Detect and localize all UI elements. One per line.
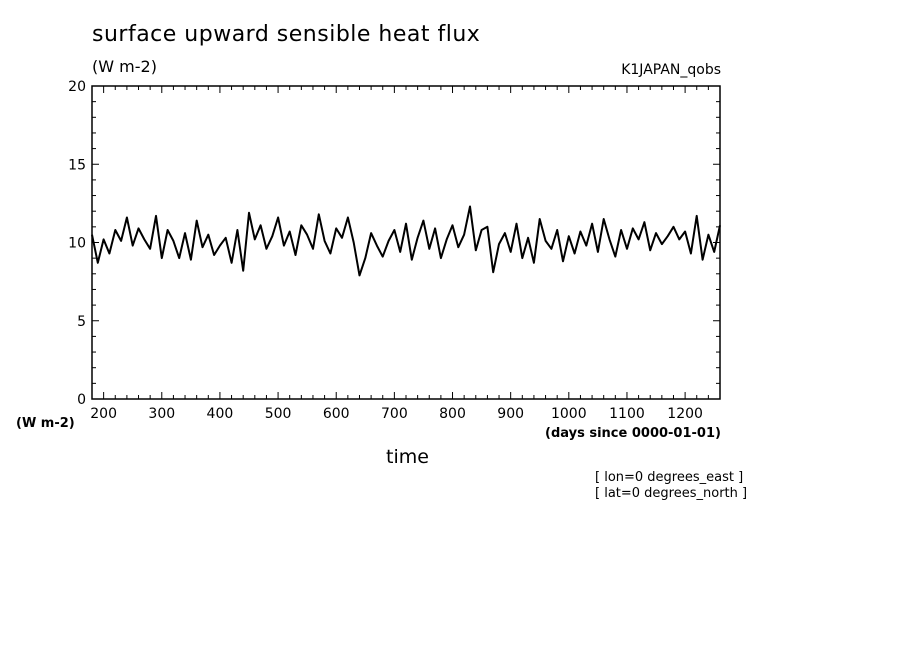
y-tick-label: 20 xyxy=(68,79,86,95)
x-tick-label: 600 xyxy=(323,406,350,422)
chart-title: surface upward sensible heat flux xyxy=(92,22,481,47)
y-axis-units: (W m-2) xyxy=(16,416,75,431)
x-tick-label: 400 xyxy=(207,406,234,422)
tick-labels: 0 5 10 15 20 200 300 400 500 600 700 800 900 1000 1100… xyxy=(68,79,703,422)
y-tick-label: 10 xyxy=(68,236,86,252)
y-tick-label: 15 xyxy=(68,157,86,173)
dataset-name: K1JAPAN_qobs xyxy=(621,62,721,78)
x-tick-label: 200 xyxy=(90,406,117,422)
y-tick-label: 0 xyxy=(77,392,86,408)
x-tick-label: 800 xyxy=(439,406,466,422)
x-axis-title: time xyxy=(386,446,429,468)
x-axis-units: (days since 0000-01-01) xyxy=(545,426,721,441)
axis-ticks xyxy=(91,85,721,400)
y-tick-label: 5 xyxy=(77,314,86,330)
title-units: (W m-2) xyxy=(92,57,157,76)
x-tick-label: 300 xyxy=(148,406,175,422)
x-tick-label: 700 xyxy=(381,406,408,422)
x-tick-label: 1200 xyxy=(667,406,703,422)
series-line xyxy=(91,205,721,277)
lat-note: [ lat=0 degrees_north ] xyxy=(595,486,748,501)
x-tick-label: 1000 xyxy=(551,406,587,422)
x-tick-label: 900 xyxy=(497,406,524,422)
x-tick-label: 500 xyxy=(265,406,292,422)
lon-note: [ lon=0 degrees_east ] xyxy=(595,470,744,485)
x-tick-label: 1100 xyxy=(609,406,645,422)
